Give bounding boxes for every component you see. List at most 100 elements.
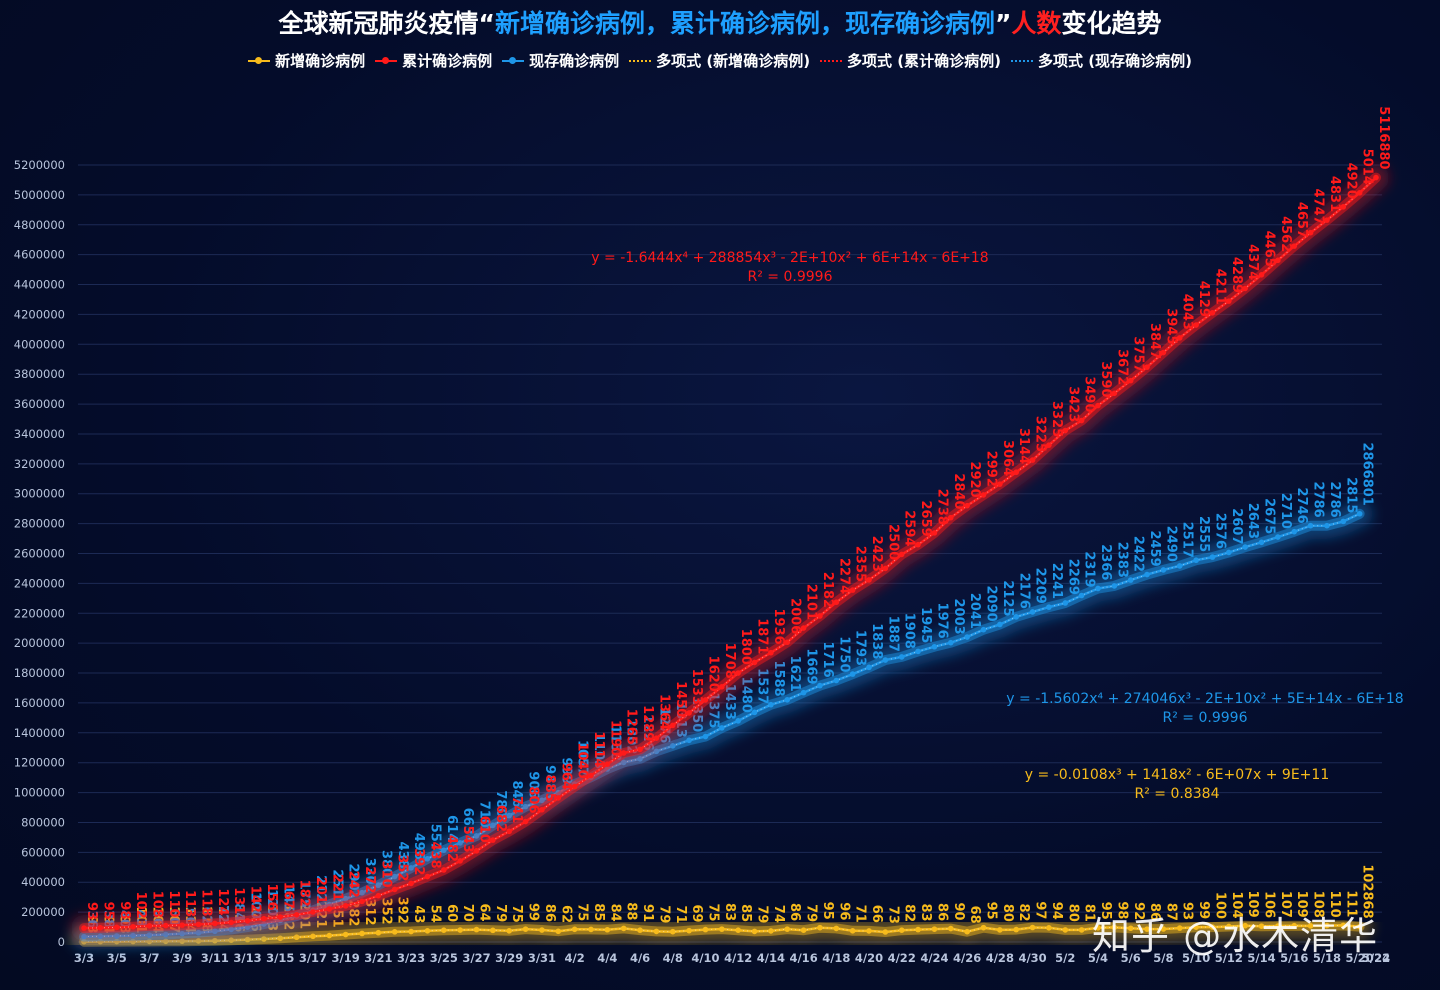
data-point-cumulative bbox=[1275, 257, 1281, 264]
data-label-cumulative: 2738 bbox=[934, 489, 949, 525]
y-tick-label: 600000 bbox=[21, 845, 65, 859]
data-point-active bbox=[1340, 518, 1347, 525]
data-point-new bbox=[1078, 927, 1085, 933]
data-label-cumulative: 3225 bbox=[1033, 416, 1048, 452]
data-point-active bbox=[1324, 522, 1330, 529]
data-label-cumulative: 3490 bbox=[1082, 376, 1097, 412]
data-label-new: 106 bbox=[1262, 891, 1277, 918]
y-tick-label: 3400000 bbox=[14, 427, 65, 441]
data-point-active bbox=[702, 733, 709, 740]
trendline-r2-cumulative: R² = 0.9996 bbox=[748, 269, 833, 285]
data-point-new bbox=[1160, 926, 1167, 932]
data-label-active: 380 bbox=[378, 850, 393, 877]
data-label-new: 75 bbox=[509, 905, 524, 923]
data-point-new bbox=[375, 929, 382, 936]
legend-label: 多项式 (现存确诊病例) bbox=[1037, 52, 1192, 70]
data-point-new bbox=[408, 928, 414, 935]
title-end: 变化趋势 bbox=[1061, 9, 1162, 38]
data-label-new: 43 bbox=[411, 905, 426, 923]
x-tick-label: 4/14 bbox=[757, 951, 785, 965]
data-point-cumulative bbox=[228, 919, 234, 926]
data-point-cumulative bbox=[506, 828, 513, 835]
data-point-cumulative bbox=[866, 577, 872, 583]
data-point-cumulative bbox=[1356, 189, 1363, 196]
trendline-equation-new: y = -0.0108x³ + 1418x² - 6E+07x + 9E+11 bbox=[1025, 767, 1329, 783]
data-label-cumulative: 110 bbox=[166, 890, 181, 917]
y-tick-label: 3200000 bbox=[14, 457, 65, 471]
data-point-cumulative bbox=[1144, 364, 1150, 370]
data-label-new: 111 bbox=[1343, 890, 1358, 917]
x-tick-label: 3/21 bbox=[364, 951, 392, 965]
data-point-cumulative bbox=[1078, 417, 1085, 424]
data-point-new bbox=[440, 927, 447, 933]
data-point-active bbox=[1029, 609, 1036, 615]
data-label-cumulative: 1114 bbox=[591, 731, 606, 767]
data-label-cumulative: 95 bbox=[100, 902, 115, 920]
data-point-cumulative bbox=[113, 924, 120, 931]
data-label-new: 60 bbox=[444, 904, 459, 922]
data-point-cumulative bbox=[1029, 457, 1036, 463]
data-label-new: 86 bbox=[542, 904, 557, 922]
data-point-active bbox=[1258, 539, 1265, 546]
data-label-cumulative: 1289 bbox=[640, 705, 655, 741]
x-tick-label: 5/22 bbox=[1362, 951, 1390, 965]
data-label-cumulative: 4747 bbox=[1311, 188, 1326, 224]
y-tick-label: 3000000 bbox=[14, 487, 65, 501]
data-label-new: 87 bbox=[1163, 903, 1178, 921]
data-label-cumulative: 806 bbox=[526, 786, 541, 813]
data-label-new: 75 bbox=[575, 903, 590, 921]
data-point-new bbox=[261, 936, 267, 942]
data-point-new bbox=[1242, 922, 1248, 929]
data-label-cumulative: 3757 bbox=[1131, 336, 1146, 372]
data-label-new: 93 bbox=[1180, 902, 1195, 920]
data-point-new bbox=[424, 927, 431, 934]
data-point-cumulative bbox=[1226, 298, 1232, 304]
data-point-cumulative bbox=[980, 492, 987, 498]
legend-item-active-dotted: 多项式 (现存确诊病例) bbox=[1010, 50, 1192, 71]
data-point-new bbox=[1291, 922, 1298, 929]
data-label-active: 948 bbox=[542, 765, 557, 792]
data-point-cumulative bbox=[964, 502, 970, 509]
data-point-cumulative bbox=[947, 514, 954, 521]
data-label-cumulative: 1364 bbox=[656, 694, 671, 730]
y-tick-label: 2200000 bbox=[14, 606, 65, 620]
data-point-new bbox=[506, 927, 513, 934]
title-highlight: 人数 bbox=[1011, 9, 1062, 38]
data-point-cumulative bbox=[1324, 217, 1330, 223]
data-label-cumulative: 4289 bbox=[1229, 257, 1244, 293]
x-tick-label: 4/6 bbox=[630, 951, 650, 965]
data-point-cumulative bbox=[1340, 204, 1347, 210]
x-tick-label: 4/8 bbox=[663, 951, 683, 965]
data-label-new: 82 bbox=[902, 904, 917, 922]
data-point-cumulative bbox=[800, 625, 807, 631]
legend-label: 累计确诊病例 bbox=[402, 52, 493, 70]
data-label-cumulative: 124 bbox=[215, 888, 230, 915]
data-label-cumulative: 3325 bbox=[1049, 401, 1064, 437]
data-point-new bbox=[833, 925, 840, 932]
data-point-new bbox=[620, 925, 627, 932]
data-point-new bbox=[784, 926, 791, 932]
data-point-active bbox=[1144, 571, 1150, 578]
data-point-active bbox=[980, 626, 987, 633]
data-point-new bbox=[490, 927, 496, 934]
data-point-new bbox=[849, 927, 856, 934]
data-point-new bbox=[1226, 923, 1232, 930]
data-label-cumulative: 4831 bbox=[1327, 176, 1342, 212]
data-point-cumulative bbox=[882, 565, 889, 572]
data-point-cumulative bbox=[1176, 335, 1183, 341]
data-label-cumulative: 3847 bbox=[1147, 323, 1162, 359]
data-label-cumulative: 5014 bbox=[1360, 149, 1375, 185]
data-point-new bbox=[1095, 925, 1101, 931]
data-point-active bbox=[964, 634, 970, 640]
data-label-active: 1838 bbox=[869, 623, 884, 659]
data-point-new bbox=[1324, 922, 1330, 929]
data-point-cumulative bbox=[620, 750, 627, 756]
data-point-cumulative bbox=[784, 639, 791, 646]
data-point-active bbox=[833, 677, 840, 684]
data-point-new bbox=[898, 927, 905, 933]
data-label-cumulative: 3064 bbox=[1000, 440, 1015, 476]
data-point-new bbox=[915, 926, 921, 933]
data-point-new bbox=[1062, 927, 1069, 933]
data-point-active bbox=[686, 737, 692, 744]
data-point-cumulative bbox=[539, 806, 545, 813]
